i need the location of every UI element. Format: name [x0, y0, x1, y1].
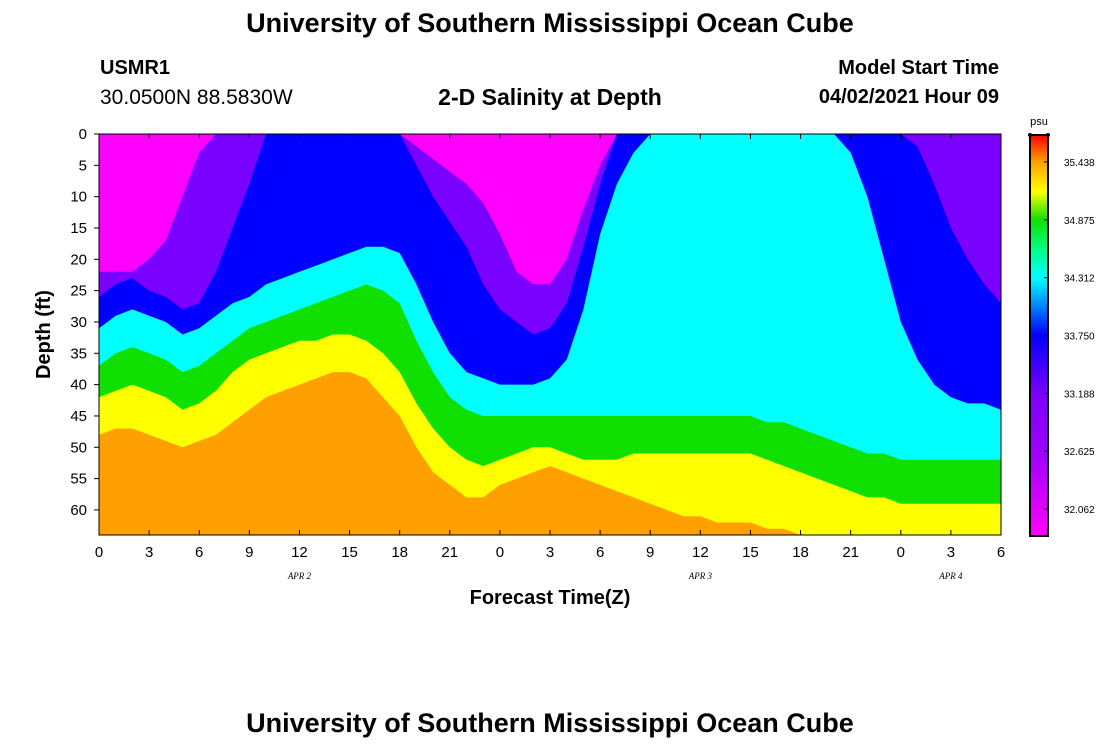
x-tick-label: 3: [546, 544, 554, 561]
colorbar-corner: [1046, 133, 1050, 137]
y-tick-label: 60: [70, 502, 87, 519]
y-tick-label: 35: [70, 345, 87, 362]
date-label: APR 2: [287, 571, 312, 581]
colorbar-unit: psu: [1030, 116, 1048, 128]
x-tick-label: 3: [947, 544, 955, 561]
salinity-band: [99, 372, 1001, 535]
y-tick-label: 50: [70, 439, 87, 456]
x-tick-label: 6: [596, 544, 604, 561]
x-tick-label: 15: [742, 544, 759, 561]
y-axis-title: Depth (ft): [33, 290, 55, 379]
colorbar-corner: [1028, 133, 1032, 137]
model-start-value: 04/02/2021 Hour 09: [818, 86, 999, 108]
colorbar-tick-label: 34.312: [1064, 274, 1095, 285]
colorbar: 32.062 32.625 33.188 33.750 34.312 34.875 35.4…: [1028, 116, 1095, 537]
colorbar-tick-label: 33.188: [1064, 389, 1095, 400]
x-tick-label: 15: [341, 544, 358, 561]
y-tick-label: 5: [79, 157, 87, 174]
x-tick-label: 12: [692, 544, 709, 561]
salinity-heatmap: [99, 134, 1001, 535]
colorbar-tick-label: 35.438: [1064, 158, 1095, 169]
footer-title: University of Southern Mississippi Ocean…: [246, 708, 854, 738]
x-tick-label: 0: [95, 544, 103, 561]
chart-subtitle: 2-D Salinity at Depth: [438, 84, 662, 110]
colorbar-tick-label: 34.875: [1064, 216, 1095, 227]
x-tick-label: 0: [897, 544, 905, 561]
colorbar-tick-label: 32.062: [1064, 505, 1095, 516]
station-coordinates: 30.0500N 88.5830W: [100, 86, 293, 109]
y-tick-label: 30: [70, 314, 87, 331]
x-tick-label: 9: [245, 544, 253, 561]
x-tick-label: 21: [441, 544, 458, 561]
x-tick-label: 18: [792, 544, 809, 561]
y-tick-label: 0: [79, 126, 87, 143]
x-tick-label: 21: [842, 544, 859, 561]
model-start-label: Model Start Time: [838, 57, 999, 79]
x-tick-label: 12: [291, 544, 308, 561]
x-tick-label: 6: [195, 544, 203, 561]
colorbar-tick-label: 32.625: [1064, 447, 1095, 458]
figure-title: University of Southern Mississippi Ocean…: [246, 8, 854, 38]
y-tick-label: 45: [70, 408, 87, 425]
y-tick-label: 25: [70, 283, 87, 300]
date-label: APR 4: [938, 571, 963, 581]
x-tick-label: 9: [646, 544, 654, 561]
y-tick-label: 10: [70, 189, 87, 206]
x-tick-label: 18: [391, 544, 408, 561]
x-tick-label: 6: [997, 544, 1005, 561]
colorbar-tick-label: 33.750: [1064, 332, 1095, 343]
x-tick-label: 0: [496, 544, 504, 561]
date-label: APR 3: [688, 571, 713, 581]
y-tick-label: 55: [70, 471, 87, 488]
station-id: USMR1: [100, 57, 171, 79]
x-axis-title: Forecast Time(Z): [470, 587, 631, 609]
y-tick-label: 40: [70, 377, 87, 394]
x-tick-label: 3: [145, 544, 153, 561]
y-tick-label: 20: [70, 251, 87, 268]
y-tick-label: 15: [70, 220, 87, 237]
